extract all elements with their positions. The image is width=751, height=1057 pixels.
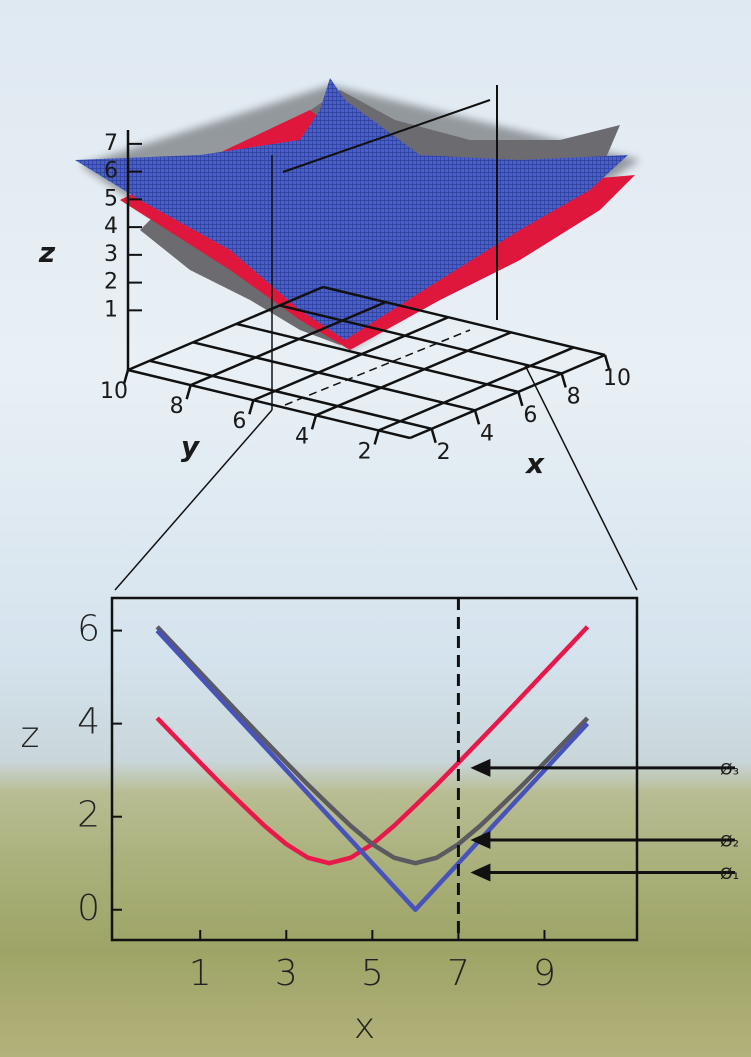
y-axis-label: z: [21, 715, 40, 756]
series-line: [157, 631, 587, 910]
y-tick-label: 10: [100, 379, 128, 404]
x-tick-label: 2: [437, 440, 451, 465]
blue-surface: [75, 78, 628, 340]
z-tick-label: 5: [104, 186, 118, 211]
tick-mark: [249, 400, 253, 414]
x-tick-label: 1: [189, 953, 212, 994]
z-tick-label: 6: [104, 159, 118, 184]
z-tick-label: 1: [104, 297, 118, 322]
y-tick-label: 4: [77, 702, 100, 743]
z-tick-label: 4: [104, 214, 118, 239]
annotation-label: Ø₃: [720, 759, 739, 778]
x-tick-label: 7: [447, 953, 470, 994]
series-line: [157, 627, 587, 863]
annotation-label: Ø₂: [720, 831, 739, 850]
x-tick-label: 10: [603, 366, 631, 391]
arrow-head: [470, 864, 490, 882]
x-tick-label: 6: [523, 403, 537, 428]
y-tick-label: 2: [77, 795, 100, 836]
tick-mark: [375, 430, 379, 444]
x-axis-label: x: [524, 447, 545, 480]
page: {"chart_data":[ {"type":"surface3d","xla…: [0, 0, 751, 1057]
x-axis-label: x: [354, 1006, 375, 1047]
grid-line: [193, 342, 475, 410]
tick-mark: [518, 392, 522, 406]
y-tick-label: 6: [232, 409, 246, 434]
tick-mark: [312, 415, 316, 429]
y-axis-label: y: [181, 430, 201, 463]
z-axis-label: z: [38, 236, 56, 269]
arrow-head: [470, 759, 490, 777]
x-tick-label: 4: [480, 421, 494, 446]
series-line: [157, 627, 587, 863]
surfaces: [75, 78, 640, 350]
y-tick-label: 4: [295, 424, 309, 449]
grid-line: [128, 287, 323, 370]
y-tick-label: 0: [77, 888, 100, 929]
x-tick-label: 5: [361, 953, 384, 994]
tick-mark: [562, 373, 566, 387]
y-tick-label: 8: [170, 394, 184, 419]
z-tick-label: 2: [104, 270, 118, 295]
y-tick-label: 2: [358, 439, 372, 464]
tick-mark: [432, 429, 436, 443]
figure: 2468102468101234567xyz024613579xzØ₃Ø₂Ø₁: [0, 0, 751, 1057]
x-tick-label: 9: [533, 953, 556, 994]
grid-line: [280, 305, 562, 373]
z-tick-label: 3: [104, 242, 118, 267]
tick-mark: [187, 385, 191, 399]
z-tick-label: 7: [104, 131, 118, 156]
annotation-label: Ø₁: [720, 864, 739, 883]
grid-line: [150, 361, 432, 429]
x-tick-label: 3: [275, 953, 298, 994]
y-tick-label: 6: [77, 609, 100, 650]
tick-mark: [475, 410, 479, 424]
x-tick-label: 8: [567, 384, 581, 409]
